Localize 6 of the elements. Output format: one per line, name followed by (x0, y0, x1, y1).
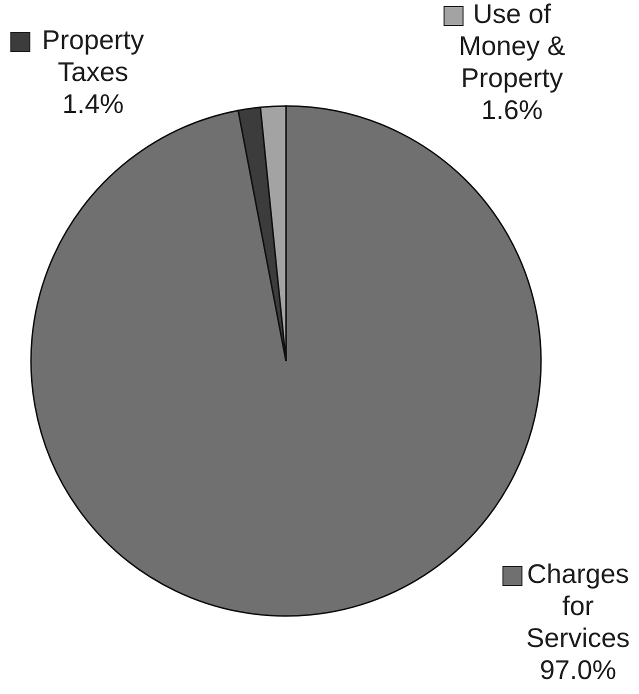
legend-label: Property Taxes (42, 25, 145, 87)
legend-label: Charges for Services (526, 559, 630, 653)
legend-label: Use of Money & Property (458, 0, 566, 93)
data-label: 1.6% (481, 95, 543, 125)
data-label: 1.4% (62, 89, 124, 119)
data-label: 97.0% (540, 655, 616, 685)
